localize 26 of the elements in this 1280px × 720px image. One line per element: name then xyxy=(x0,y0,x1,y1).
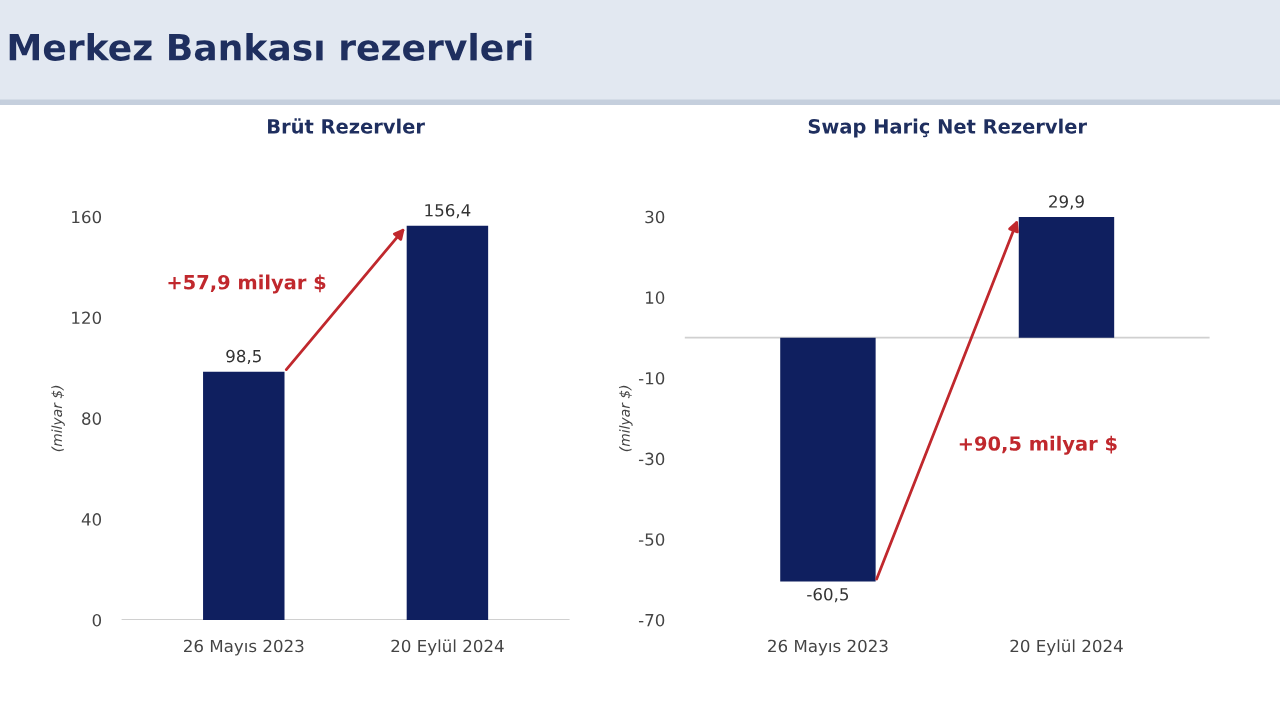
y-tick-label: 120 xyxy=(72,311,102,325)
y-tick-label: 0 xyxy=(92,613,102,627)
y-tick-label: -70 xyxy=(638,613,665,627)
y-tick-label: 80 xyxy=(82,412,102,425)
chart-title: Brüt Rezervler xyxy=(268,118,425,134)
y-tick-label: 30 xyxy=(645,210,665,224)
y-tick-label: -50 xyxy=(638,533,665,546)
text: Merkez Bankası rezervleri xyxy=(9,32,532,61)
y-axis-title: (milyar $) xyxy=(51,385,65,452)
annotation: +57,9 milyar $ xyxy=(168,274,326,294)
y-tick-label: 160 xyxy=(72,210,102,224)
x-tick-label: 26 Mayıs 2023 xyxy=(768,639,888,656)
x-tick-label: 26 Mayıs 2023 xyxy=(184,639,304,656)
data-label: 98,5 xyxy=(226,349,261,365)
x-tick-label: 20 Eylül 2024 xyxy=(1010,639,1123,656)
annotation: +90,5 milyar $ xyxy=(959,435,1117,455)
y-tick-label: -10 xyxy=(638,371,665,385)
x-tick-label: 20 Eylül 2024 xyxy=(391,639,504,656)
chart-title: Swap Hariç Net Rezervler xyxy=(808,118,1087,138)
y-tick-label: 10 xyxy=(645,291,665,304)
y-tick-label: 40 xyxy=(81,513,102,526)
data-label: 156,4 xyxy=(425,203,471,219)
data-label: 29,9 xyxy=(1049,195,1084,210)
y-tick-label: -30 xyxy=(638,452,665,466)
data-label: -60,5 xyxy=(807,587,849,603)
y-axis-title: (milyar $) xyxy=(619,385,633,452)
